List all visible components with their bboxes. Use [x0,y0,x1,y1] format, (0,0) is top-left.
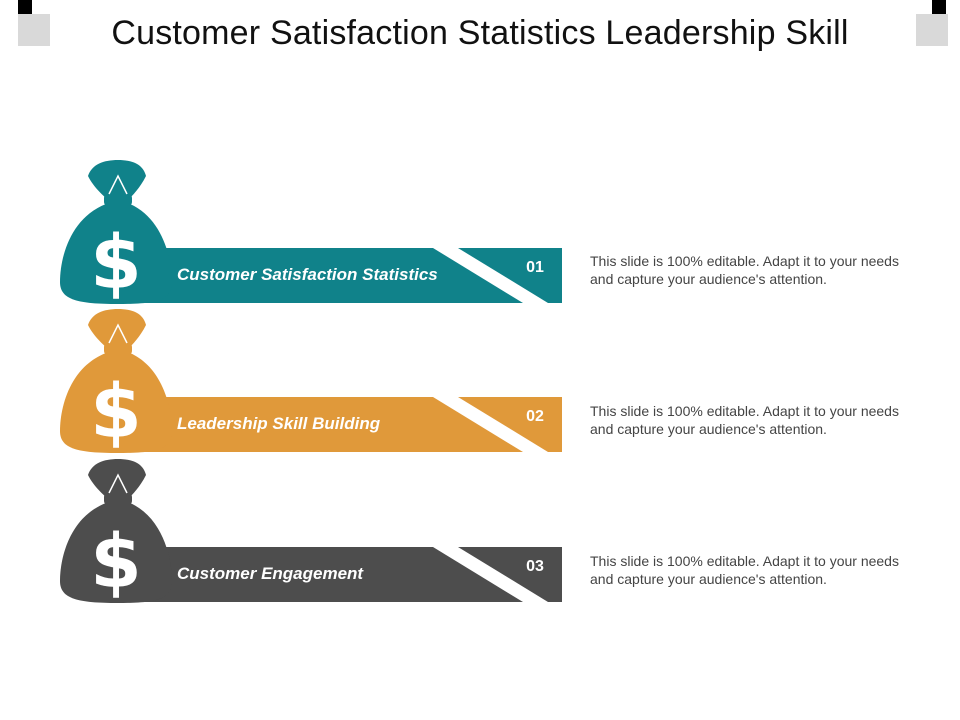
item-2-label: Leadership Skill Building [177,414,381,433]
item-3-banner [110,547,562,602]
corner-decoration-top-left [18,14,50,46]
item-3-label: Customer Engagement [177,564,364,583]
bag-knot-lines [108,473,128,494]
item-2-description: This slide is 100% editable. Adapt it to… [590,403,899,437]
item-2-banner [110,397,562,452]
dollar-sign: $ [90,519,142,605]
item-1-number: 01 [526,259,544,276]
item-1-description: This slide is 100% editable. Adapt it to… [590,253,899,287]
corner-accent-top-right [932,0,946,14]
item-2-banner-stripe [433,397,548,452]
diagram-item-1: $ Customer Satisfaction Statistics 01 [60,160,562,306]
corner-decoration-top-right [916,14,948,46]
money-bag-icon [60,160,172,304]
money-bag-icon [60,309,172,453]
item-3-number: 03 [526,558,544,575]
item-3-banner-stripe [433,547,548,602]
dollar-sign: $ [90,369,142,455]
corner-accent-top-left [18,0,32,14]
item-3-description: This slide is 100% editable. Adapt it to… [590,553,899,587]
diagram-item-2: $ Leadership Skill Building 02 [60,309,562,455]
dollar-sign: $ [90,220,142,306]
diagram-item-3: $ Customer Engagement 03 [60,459,562,605]
bag-knot-lines [108,174,128,195]
item-1-label: Customer Satisfaction Statistics [177,265,438,284]
item-1-banner [110,248,562,303]
slide-title: Customer Satisfaction Statistics Leaders… [111,14,849,52]
money-bag-icon [60,459,172,603]
item-2-number: 02 [526,408,544,425]
item-1-banner-stripe [433,248,548,303]
bag-knot-lines [108,323,128,344]
